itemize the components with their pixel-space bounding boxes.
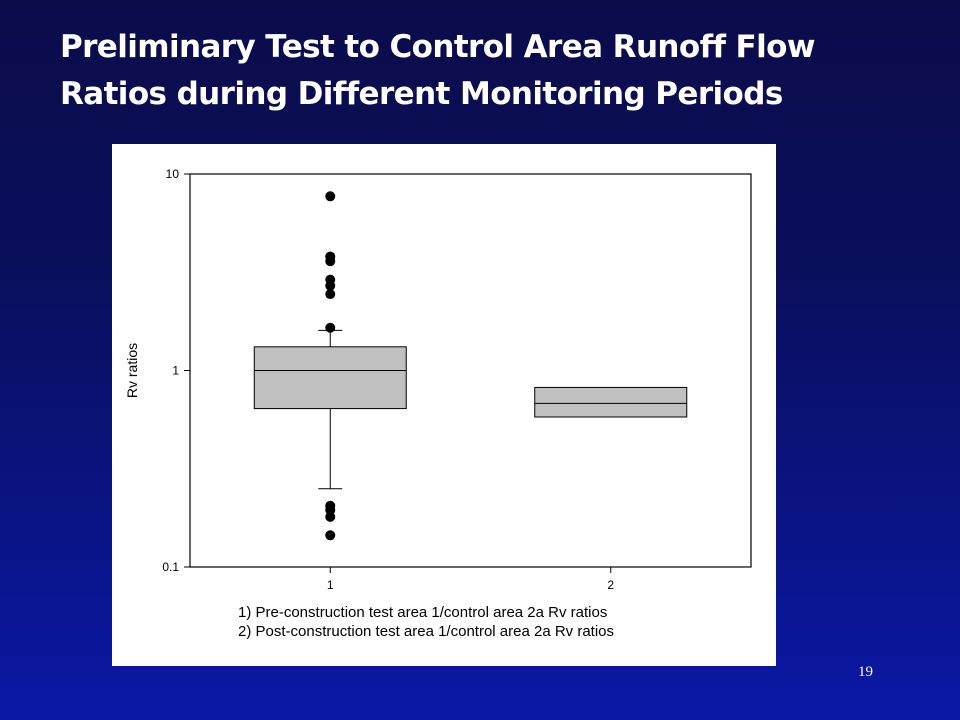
- outlier-point-1-4: [325, 280, 336, 291]
- slide-title: Preliminary Test to Control Area Runoff …: [60, 24, 920, 118]
- outlier-point-1-8: [325, 505, 336, 516]
- box-2: [534, 386, 688, 418]
- legend-line-1: 1) Pre-construction test area 1/control …: [238, 604, 607, 621]
- box-plot: 0.1 1 10 Rv ratios 1 21) Pre-construction tes…: [124, 167, 752, 640]
- y-tick-label-2: 10: [166, 167, 180, 181]
- slide-title-line-1: Preliminary Test to Control Area Runoff …: [60, 29, 815, 65]
- y-tick-label-0: 0.1: [162, 560, 179, 574]
- outlier-point-1-2: [325, 256, 336, 267]
- page-number: 19: [858, 664, 873, 680]
- y-axis-label: Rv ratios: [124, 343, 140, 398]
- slide-title-line-2: Ratios during Different Monitoring Perio…: [60, 76, 783, 112]
- chart-panel: 0.1 1 10 Rv ratios 1 2 1) Pre-construction tes…: [112, 144, 776, 666]
- x-tick-label-2: 2: [607, 578, 614, 592]
- box-1: [253, 346, 407, 410]
- outlier-point-1-5: [325, 289, 336, 300]
- x-tick-label-1: 1: [327, 578, 334, 592]
- y-tick-label-1: 1: [172, 364, 179, 378]
- outlier-point-1-9: [325, 511, 336, 522]
- legend-line-2: 2) Post-construction test area 1/control…: [238, 623, 614, 640]
- outlier-point-1-6: [325, 322, 336, 333]
- outlier-point-1-10: [325, 530, 336, 541]
- outlier-point-1-0: [325, 191, 336, 202]
